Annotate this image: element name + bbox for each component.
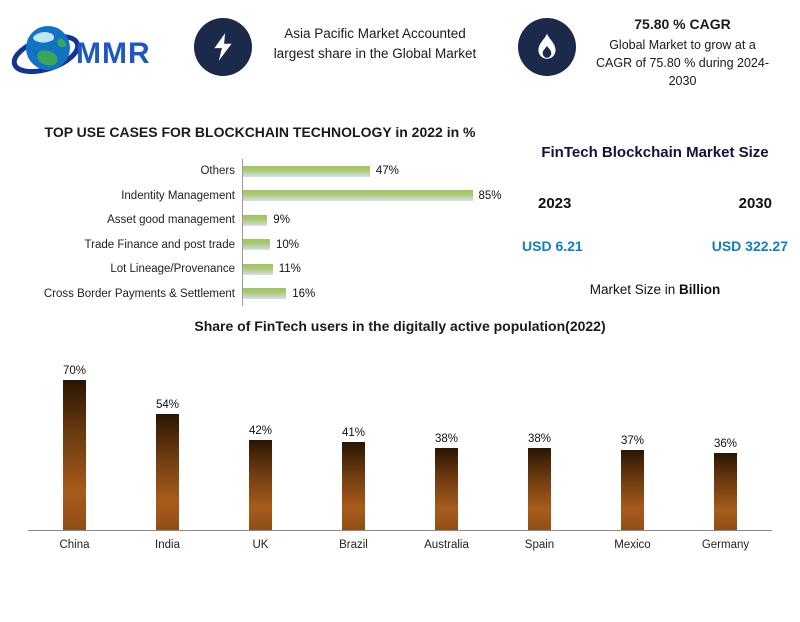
flame-icon: [518, 18, 576, 76]
use-cases-value-label: 10%: [276, 238, 300, 251]
use-cases-bar: [243, 214, 268, 226]
fintech-users-column: 54%: [121, 399, 214, 530]
fintech-users-value-label: 38%: [434, 433, 459, 446]
mmr-logo: MMR: [10, 10, 178, 89]
use-cases-row: Indentity Management 85%: [10, 183, 510, 208]
fintech-users-column: 41%: [307, 427, 400, 530]
market-size-note-prefix: Market Size in: [589, 281, 680, 297]
fintech-users-value-label: 41%: [341, 426, 366, 439]
fintech-users-bar: [156, 413, 179, 530]
highlight-cagr: 75.80 % CAGR Global Market to grow at a …: [518, 10, 775, 90]
use-cases-value-label: 85%: [478, 189, 502, 202]
fintech-users-bar: [621, 450, 644, 530]
fintech-users-bar: [342, 441, 365, 530]
use-cases-value-label: 11%: [278, 263, 301, 276]
fintech-users-bar: [714, 452, 737, 530]
middle-section: TOP USE CASES FOR BLOCKCHAIN TECHNOLOGY …: [0, 104, 800, 306]
market-size-note: Market Size in Billion: [520, 282, 790, 297]
fintech-users-bar: [435, 448, 458, 530]
fintech-users-category-label: Germany: [701, 539, 750, 551]
fintech-users-column: 37%: [586, 435, 679, 530]
use-cases-row: Others 47%: [10, 159, 510, 184]
cagr-title: 75.80 % CAGR: [634, 16, 731, 32]
fintech-users-bar: [63, 379, 86, 530]
use-cases-category-label: Trade Finance and post trade: [84, 238, 235, 251]
fintech-users-bar: [249, 439, 272, 530]
fintech-users-value-label: 54%: [155, 398, 180, 411]
use-cases-bar-track: 16%: [242, 281, 316, 306]
fintech-users-value-label: 42%: [248, 424, 273, 437]
fintech-users-axis-labels: China India UK Brazil Australia Spain Mexico Ge…: [28, 539, 772, 551]
use-cases-row: Lot Lineage/Provenance 11%: [10, 257, 510, 282]
value-2023: USD 6.21: [522, 237, 583, 254]
use-cases-bar-track: 10%: [242, 232, 300, 257]
fintech-users-bar: [528, 448, 551, 530]
fintech-users-value-label: 36%: [713, 437, 738, 450]
fintech-users-category-label: Spain: [524, 539, 555, 551]
use-cases-value-label: 9%: [273, 214, 290, 227]
fintech-users-plot-area: 70% 54% 42% 41% 38% 38% 37% 36%: [28, 342, 772, 531]
highlight-asia-pacific-text: Asia Pacific Market Accounted largest sh…: [273, 26, 477, 62]
fintech-users-value-label: 37%: [620, 435, 645, 448]
cagr-text: Global Market to grow at a CAGR of 75.80…: [595, 38, 770, 89]
fintech-users-category-label: Mexico: [614, 539, 651, 551]
use-cases-category-label: Lot Lineage/Provenance: [110, 263, 235, 276]
use-cases-value-label: 47%: [375, 165, 399, 178]
fintech-users-column: 42%: [214, 425, 307, 530]
header: MMR Asia Pacific Market Accounted larges…: [0, 0, 800, 104]
use-cases-bar-track: 47%: [242, 159, 399, 184]
use-cases-chart-title: TOP USE CASES FOR BLOCKCHAIN TECHNOLOGY …: [44, 124, 476, 140]
market-size-title: FinTech Blockchain Market Size: [541, 144, 769, 161]
use-cases-bars: Others 47% Indentity Management 85% Asset go…: [10, 159, 510, 306]
fintech-users-category-label: China: [59, 539, 90, 551]
fintech-users-value-label: 38%: [527, 433, 552, 446]
fintech-users-chart-title: Share of FinTech users in the digitally …: [194, 318, 606, 334]
use-cases-bar-track: 9%: [242, 208, 290, 233]
fintech-users-column: 36%: [679, 438, 772, 530]
use-cases-row: Asset good management 9%: [10, 208, 510, 233]
fintech-users-category-label: Australia: [424, 539, 469, 551]
fintech-users-column: 38%: [493, 433, 586, 530]
logo-text: MMR: [76, 36, 151, 70]
use-cases-category-label: Asset good management: [107, 214, 235, 227]
use-cases-value-label: 16%: [292, 287, 316, 300]
use-cases-category-label: Indentity Management: [121, 189, 235, 202]
value-2030: USD 322.27: [711, 237, 788, 254]
use-cases-category-label: Cross Border Payments & Settlement: [43, 287, 235, 300]
fintech-users-category-label: Brazil: [339, 539, 368, 551]
use-cases-chart: TOP USE CASES FOR BLOCKCHAIN TECHNOLOGY …: [10, 108, 510, 306]
use-cases-bar: [243, 239, 270, 251]
use-cases-row: Trade Finance and post trade 10%: [10, 232, 510, 257]
use-cases-bar-track: 85%: [242, 183, 502, 208]
year-2030-label: 2030: [738, 194, 772, 212]
lightning-icon: [194, 18, 252, 76]
use-cases-row: Cross Border Payments & Settlement 16%: [10, 281, 510, 306]
use-cases-bar: [243, 263, 273, 275]
fintech-users-chart: Share of FinTech users in the digitally …: [0, 318, 800, 551]
fintech-users-value-label: 70%: [62, 364, 87, 377]
market-size-panel: FinTech Blockchain Market Size 2023 2030…: [520, 142, 790, 306]
highlight-asia-pacific: Asia Pacific Market Accounted largest sh…: [194, 10, 494, 76]
use-cases-bar: [243, 288, 287, 300]
fintech-users-column: 70%: [28, 364, 121, 530]
use-cases-category-label: Others: [200, 165, 235, 178]
fintech-users-column: 38%: [400, 433, 493, 530]
fintech-users-category-label: UK: [252, 539, 269, 551]
year-2023-label: 2023: [538, 194, 572, 212]
globe-logo-icon: [10, 18, 88, 89]
use-cases-bar: [243, 190, 473, 202]
fintech-users-category-label: India: [155, 539, 180, 551]
use-cases-bar: [243, 165, 370, 177]
use-cases-bar-track: 11%: [242, 257, 301, 282]
market-size-note-unit: Billion: [679, 281, 721, 297]
